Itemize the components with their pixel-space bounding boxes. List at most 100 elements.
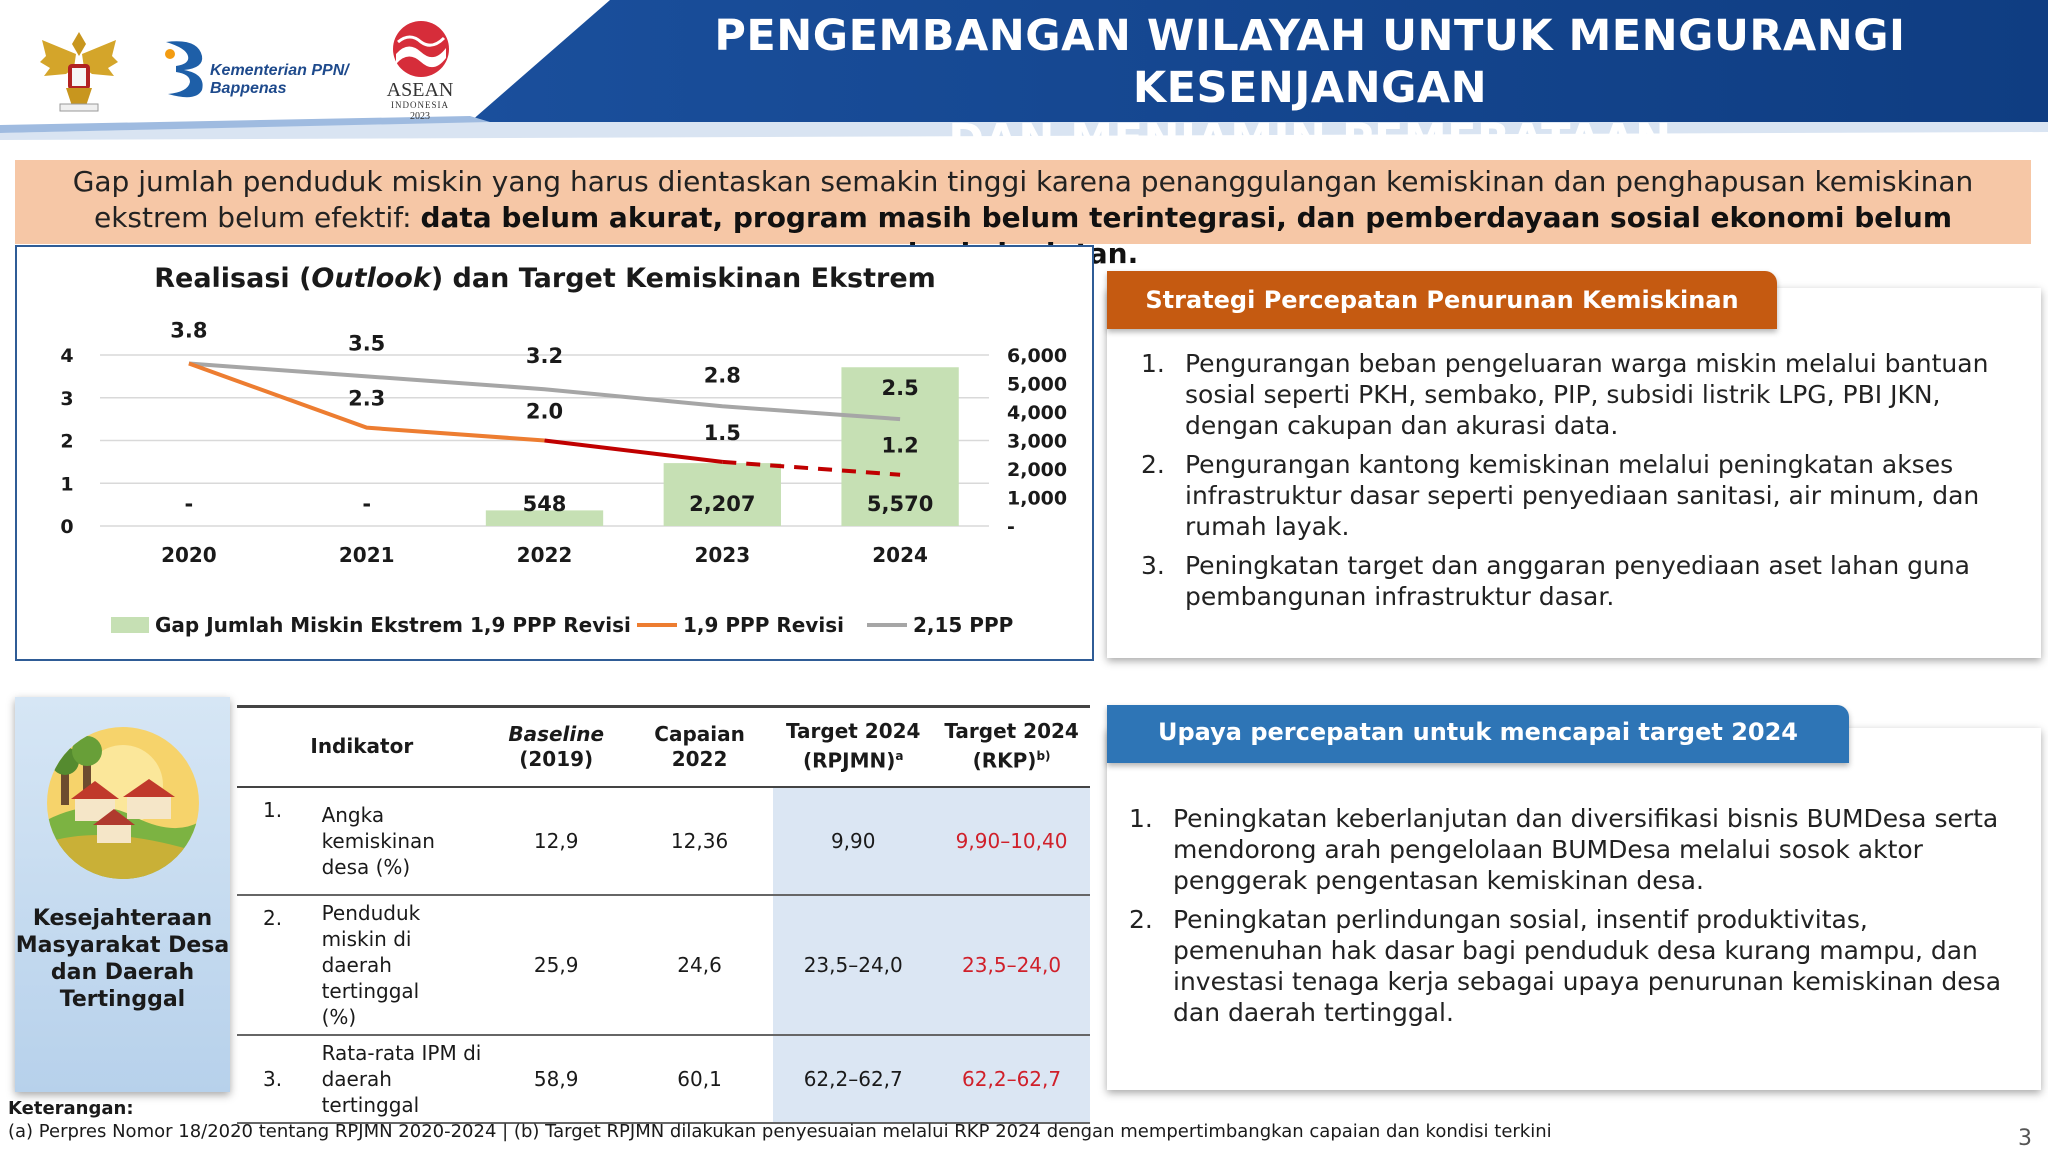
table-row: 3. Rata-rata IPM di daerah tertinggal 58… bbox=[237, 1034, 1090, 1124]
chart-title-pre: Realisasi ( bbox=[154, 263, 311, 294]
slide-header: Kementerian PPN/ Bappenas ASEAN INDONESI… bbox=[0, 0, 2048, 165]
line-1-9-ppp-target-dashed bbox=[722, 459, 901, 477]
table-row: 2. Penduduk miskin di daerah tertinggal … bbox=[237, 894, 1090, 1036]
line-1-9-ppp-realisasi bbox=[188, 361, 545, 443]
legend-label-2-15-ppp: 2,15 PPP bbox=[913, 613, 1013, 637]
line-1-9-ppp-target bbox=[544, 438, 723, 464]
header-capaian: Capaian 2022 bbox=[625, 705, 774, 788]
legend-swatch-gap bbox=[111, 617, 149, 633]
page-number: 3 bbox=[2018, 1126, 2032, 1151]
line-2-15-ppp-data-label: 2.5 bbox=[881, 376, 918, 400]
header-capaian-l2: 2022 bbox=[671, 746, 728, 771]
row-number: 3. bbox=[237, 1034, 322, 1124]
acceleration-item-number: 2. bbox=[1129, 905, 1153, 934]
x-tick-label: 2021 bbox=[339, 543, 395, 567]
chart-plot-area: 0 1 2 3 4 - 1,000 2,000 3,000 4,000 5,000 6,000 2020… bbox=[60, 319, 1067, 567]
strategy-item: 3. Peningkatan target dan anggaran penyed… bbox=[1141, 550, 2005, 612]
bar-data-label: 5,570 bbox=[867, 492, 933, 516]
x-tick-label: 2022 bbox=[517, 543, 573, 567]
line-2-15-ppp-data-label: 2.8 bbox=[704, 363, 741, 387]
x-tick-label: 2020 bbox=[161, 543, 217, 567]
row-indikator-text: Angka kemiskinan desa (%) bbox=[321, 802, 435, 879]
table-header-row: Indikator Baseline (2019) Capaian 2022 Tar… bbox=[237, 705, 1090, 788]
village-illustration-icon bbox=[47, 727, 199, 879]
bar-data-label: - bbox=[185, 492, 194, 516]
row-capaian: 60,1 bbox=[625, 1034, 774, 1124]
garuda-emblem-icon bbox=[40, 32, 118, 112]
row-target-rpjmn: 23,5–24,0 bbox=[773, 894, 934, 1036]
line-1-9-ppp-data-label: 2.0 bbox=[526, 400, 563, 424]
acceleration-item: 1. Peningkatan keberlanjutan dan diversif… bbox=[1129, 803, 2013, 896]
footnote-text: (a) Perpres Nomor 18/2020 tentang RPJMN … bbox=[8, 1121, 1552, 1142]
summary-banner-text-normal: Gap jumlah penduduk miskin yang harus di… bbox=[72, 165, 1974, 234]
chart-legend: Gap Jumlah Miskin Ekstrem 1,9 PPP Revisi… bbox=[111, 613, 1013, 637]
strategy-panel bbox=[1107, 288, 2041, 658]
row-indikator: Angka kemiskinan desa (%) bbox=[321, 786, 487, 896]
y-right-tick-label: 5,000 bbox=[1007, 374, 1067, 396]
bar-gap-miskin bbox=[663, 463, 781, 526]
page-title-line1: PENGEMBANGAN WILAYAH UNTUK MENGURANGI KE… bbox=[714, 11, 1906, 113]
header-baseline-l2: (2019) bbox=[519, 746, 594, 771]
strategy-item-text: Pengurangan beban pengeluaran warga misk… bbox=[1185, 349, 1989, 440]
strategy-list: 1. Pengurangan beban pengeluaran warga mi… bbox=[1141, 348, 2005, 620]
row-capaian: 12,36 bbox=[625, 786, 774, 896]
strategy-item-number: 3. bbox=[1141, 551, 1165, 580]
header-baseline: Baseline (2019) bbox=[486, 705, 626, 788]
row-indikator: Rata-rata IPM di daerah tertinggal bbox=[321, 1034, 487, 1124]
acceleration-item-text: Peningkatan perlindungan sosial, insenti… bbox=[1173, 905, 2002, 1027]
row-capaian: 24,6 bbox=[625, 894, 774, 1036]
y-right-tick-label: 4,000 bbox=[1007, 402, 1067, 424]
chart-title: Realisasi (Outlook) dan Target Kemiskina… bbox=[154, 263, 936, 294]
line-2-15-ppp bbox=[188, 361, 901, 422]
y-right-tick-label: 1,000 bbox=[1007, 488, 1067, 510]
acceleration-list: 1. Peningkatan keberlanjutan dan diversif… bbox=[1129, 803, 2013, 1036]
row-indikator: Penduduk miskin di daerah tertinggal (%) bbox=[321, 894, 487, 1036]
header-indikator: Indikator bbox=[237, 705, 487, 788]
acceleration-tab-header: Upaya percepatan untuk mencapai target 2… bbox=[1107, 705, 1849, 763]
strategy-item-text: Pengurangan kantong kemiskinan melalui p… bbox=[1185, 450, 1980, 541]
chart-title-post: ) dan Target Kemiskinan Ekstrem bbox=[431, 263, 936, 294]
row-indikator-text: Rata-rata IPM di daerah tertinggal bbox=[321, 1040, 482, 1117]
strategy-item-number: 1. bbox=[1141, 349, 1165, 378]
x-tick-label: 2024 bbox=[872, 543, 928, 567]
row-target-rkp: 9,90–10,40 bbox=[933, 786, 1090, 896]
y-right-tick-label: - bbox=[1007, 516, 1015, 538]
row-target-rkp: 23,5–24,0 bbox=[933, 894, 1090, 1036]
kementerian-logo-line2: Bappenas bbox=[210, 80, 287, 97]
village-welfare-card: Kesejahteraan Masyarakat Desa dan Daerah… bbox=[15, 697, 230, 1092]
strategy-item: 1. Pengurangan beban pengeluaran warga mi… bbox=[1141, 348, 2005, 441]
line-2-15-ppp-data-label: 3.8 bbox=[170, 319, 207, 343]
indicator-table: Indikator Baseline (2019) Capaian 2022 Tar… bbox=[237, 705, 1090, 1124]
bar-gap-miskin bbox=[841, 367, 959, 526]
row-baseline: 12,9 bbox=[486, 786, 626, 896]
asean-logo-icon bbox=[393, 21, 449, 77]
asean-logo-text: ASEAN INDONESIA 2023 bbox=[372, 80, 468, 122]
header-target-rpjmn: Target 2024 (RPJMN)a bbox=[773, 705, 934, 788]
bar-gap-miskin bbox=[485, 510, 604, 526]
strategy-item-number: 2. bbox=[1141, 450, 1165, 479]
acceleration-item-text: Peningkatan keberlanjutan dan diversifik… bbox=[1173, 804, 1999, 895]
acceleration-item-number: 1. bbox=[1129, 804, 1153, 833]
chart-title-italic: Outlook bbox=[311, 263, 432, 294]
y-left-tick-label: 1 bbox=[60, 473, 73, 495]
asean-logo-line2: INDONESIA bbox=[391, 100, 449, 110]
bar-data-label: - bbox=[362, 492, 371, 516]
y-right-tick-label: 6,000 bbox=[1007, 345, 1067, 367]
asean-logo-line3: 2023 bbox=[410, 111, 430, 122]
header-target-rpjmn-sup: a bbox=[895, 749, 904, 764]
village-welfare-label: Kesejahteraan Masyarakat Desa dan Daerah… bbox=[15, 906, 230, 1012]
acceleration-item: 2. Peningkatan perlindungan sosial, insen… bbox=[1129, 904, 2013, 1028]
bappenas-logo-icon bbox=[165, 41, 203, 98]
y-left-tick-label: 3 bbox=[60, 388, 73, 410]
y-left-tick-label: 0 bbox=[60, 516, 73, 538]
row-baseline: 25,9 bbox=[486, 894, 626, 1036]
bar-data-label: 2,207 bbox=[689, 492, 755, 516]
line-1-9-ppp-data-label: 1.5 bbox=[704, 421, 741, 445]
kementerian-logo-text: Kementerian PPN/ Bappenas bbox=[210, 62, 349, 98]
page-title: PENGEMBANGAN WILAYAH UNTUK MENGURANGI KE… bbox=[600, 10, 2020, 166]
footnote-title: Keterangan: bbox=[8, 1098, 134, 1119]
line-2-15-ppp-data-label: 3.2 bbox=[526, 344, 563, 368]
row-target-rpjmn: 62,2–62,7 bbox=[773, 1034, 934, 1124]
header-target-rpjmn-l2: (RPJMN) bbox=[802, 749, 896, 774]
y-left-tick-label: 4 bbox=[60, 345, 73, 367]
